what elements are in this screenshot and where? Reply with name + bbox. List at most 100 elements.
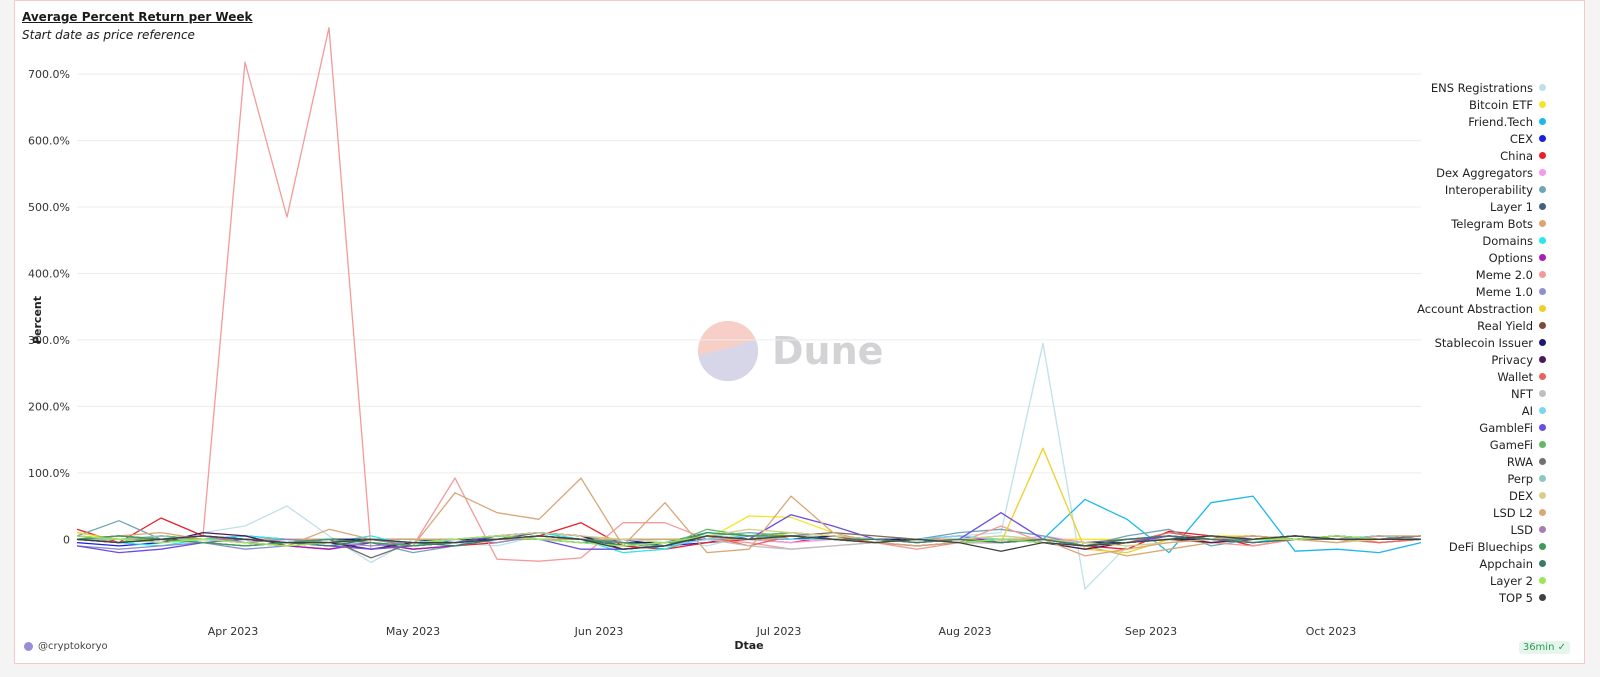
- author-tag[interactable]: @cryptokoryo: [24, 641, 108, 652]
- legend-item[interactable]: Real Yield: [1346, 317, 1546, 334]
- legend-item[interactable]: LSD L2: [1346, 504, 1546, 521]
- legend-item[interactable]: RWA: [1346, 453, 1546, 470]
- legend-item[interactable]: Layer 1: [1346, 198, 1546, 215]
- chart-card: Average Percent Return per Week Start da…: [14, 0, 1585, 664]
- x-tick-label: May 2023: [386, 625, 440, 638]
- legend-dot-icon: [1539, 560, 1546, 567]
- legend-dot-icon: [1539, 118, 1546, 125]
- legend-dot-icon: [1539, 594, 1546, 601]
- legend-item[interactable]: DEX: [1346, 487, 1546, 504]
- legend-label: ENS Registrations: [1430, 80, 1533, 95]
- legend-dot-icon: [1539, 407, 1546, 414]
- y-axis-title: Percent: [31, 296, 44, 344]
- legend-label: AI: [1521, 403, 1533, 418]
- legend-item[interactable]: CEX: [1346, 130, 1546, 147]
- legend-label: Friend.Tech: [1468, 114, 1533, 129]
- legend-item[interactable]: LSD: [1346, 521, 1546, 538]
- legend-dot-icon: [1539, 84, 1546, 91]
- y-tick-label: 100.0%: [28, 467, 70, 480]
- legend-label: Telegram Bots: [1451, 216, 1533, 231]
- legend-dot-icon: [1539, 220, 1546, 227]
- avatar: [24, 642, 33, 651]
- chart-legend: ENS Registrations Bitcoin ETF Friend.Tech C…: [1346, 79, 1546, 606]
- legend-item[interactable]: Dex Aggregators: [1346, 164, 1546, 181]
- legend-label: Domains: [1482, 233, 1533, 248]
- legend-label: Stablecoin Issuer: [1434, 335, 1533, 350]
- legend-label: GambleFi: [1479, 420, 1533, 435]
- grid-layer: [77, 73, 1421, 540]
- x-tick-label: Aug 2023: [939, 625, 992, 638]
- legend-dot-icon: [1539, 203, 1546, 210]
- legend-item[interactable]: Bitcoin ETF: [1346, 96, 1546, 113]
- legend-label: Real Yield: [1477, 318, 1533, 333]
- legend-dot-icon: [1539, 101, 1546, 108]
- legend-item[interactable]: Account Abstraction: [1346, 300, 1546, 317]
- legend-label: Account Abstraction: [1417, 301, 1533, 316]
- author-name: @cryptokoryo: [38, 641, 108, 652]
- series-line[interactable]: [76, 342, 1421, 590]
- legend-dot-icon: [1539, 492, 1546, 499]
- legend-dot-icon: [1539, 254, 1546, 261]
- y-tick-label: 400.0%: [28, 267, 70, 280]
- legend-item[interactable]: China: [1346, 147, 1546, 164]
- refresh-badge[interactable]: 36min ✓: [1518, 641, 1570, 654]
- legend-label: DEX: [1509, 488, 1533, 503]
- legend-item[interactable]: Wallet: [1346, 368, 1546, 385]
- legend-item[interactable]: Options: [1346, 249, 1546, 266]
- legend-item[interactable]: GambleFi: [1346, 419, 1546, 436]
- legend-item[interactable]: Appchain: [1346, 555, 1546, 572]
- legend-dot-icon: [1539, 509, 1546, 516]
- legend-label: Layer 2: [1489, 573, 1533, 588]
- legend-label: Perp: [1507, 471, 1533, 486]
- legend-label: Appchain: [1479, 556, 1533, 571]
- x-tick-label: Sep 2023: [1125, 625, 1177, 638]
- legend-label: LSD L2: [1493, 505, 1533, 520]
- legend-dot-icon: [1539, 526, 1546, 533]
- x-tick-label: Jun 2023: [574, 625, 624, 638]
- legend-item[interactable]: TOP 5: [1346, 589, 1546, 606]
- legend-dot-icon: [1539, 543, 1546, 550]
- legend-item[interactable]: Stablecoin Issuer: [1346, 334, 1546, 351]
- series-line[interactable]: [76, 535, 1421, 552]
- legend-dot-icon: [1539, 237, 1546, 244]
- legend-item[interactable]: AI: [1346, 402, 1546, 419]
- legend-item[interactable]: Layer 2: [1346, 572, 1546, 589]
- line-chart[interactable]: 0 100.0% 200.0% 300.0% 400.0% 500.0% 600.0% 700…: [15, 1, 1586, 665]
- legend-label: Wallet: [1497, 369, 1533, 384]
- legend-label: RWA: [1506, 454, 1533, 469]
- legend-label: Interoperability: [1444, 182, 1533, 197]
- series-line[interactable]: [76, 26, 1422, 562]
- legend-item[interactable]: Meme 2.0: [1346, 266, 1546, 283]
- series-layer: [76, 26, 1422, 590]
- y-tick-label: 600.0%: [28, 135, 70, 148]
- x-axis-title: Dtae: [734, 639, 763, 652]
- legend-label: NFT: [1510, 386, 1533, 401]
- legend-item[interactable]: NFT: [1346, 385, 1546, 402]
- legend-label: Privacy: [1491, 352, 1533, 367]
- chart-title[interactable]: Average Percent Return per Week: [22, 10, 253, 24]
- legend-item[interactable]: Friend.Tech: [1346, 113, 1546, 130]
- legend-item[interactable]: DeFi Bluechips: [1346, 538, 1546, 555]
- legend-label: Bitcoin ETF: [1469, 97, 1533, 112]
- legend-label: Dex Aggregators: [1436, 165, 1533, 180]
- dune-logo-icon: [698, 321, 758, 381]
- legend-dot-icon: [1539, 322, 1546, 329]
- legend-dot-icon: [1539, 135, 1546, 142]
- legend-item[interactable]: ENS Registrations: [1346, 79, 1546, 96]
- legend-item[interactable]: Privacy: [1346, 351, 1546, 368]
- legend-item[interactable]: Meme 1.0: [1346, 283, 1546, 300]
- legend-item[interactable]: Interoperability: [1346, 181, 1546, 198]
- legend-dot-icon: [1539, 373, 1546, 380]
- legend-dot-icon: [1539, 152, 1546, 159]
- legend-label: Options: [1488, 250, 1533, 265]
- legend-item[interactable]: GameFi: [1346, 436, 1546, 453]
- legend-item[interactable]: Perp: [1346, 470, 1546, 487]
- legend-label: LSD: [1510, 522, 1533, 537]
- legend-item[interactable]: Domains: [1346, 232, 1546, 249]
- x-axis-ticks: Apr 2023 May 2023 Jun 2023 Jul 2023 Aug 2023…: [208, 625, 1357, 638]
- legend-dot-icon: [1539, 424, 1546, 431]
- legend-dot-icon: [1539, 169, 1546, 176]
- legend-dot-icon: [1539, 356, 1546, 363]
- legend-item[interactable]: Telegram Bots: [1346, 215, 1546, 232]
- check-circle-icon: ✓: [1557, 642, 1566, 653]
